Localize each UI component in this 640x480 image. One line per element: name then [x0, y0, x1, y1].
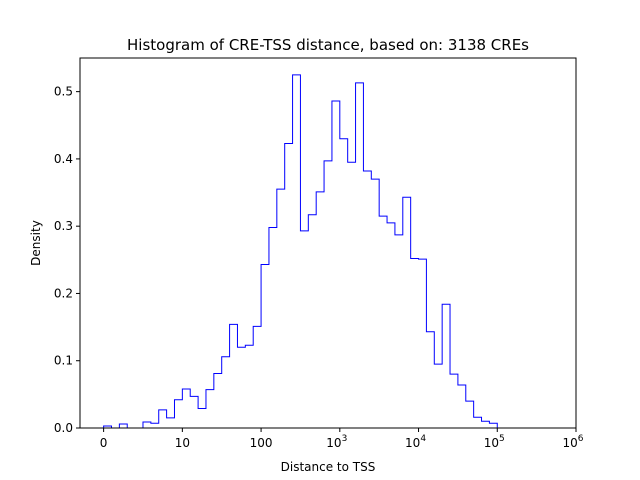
y-axis-label: Density [29, 220, 43, 266]
chart-title: Histogram of CRE-TSS distance, based on:… [127, 36, 529, 54]
x-tick-label: 0 [100, 436, 108, 450]
histogram-bin [466, 401, 474, 428]
x-tick-label: 106 [562, 434, 583, 450]
y-tick-label: 0.5 [54, 85, 73, 99]
histogram-bin [434, 364, 442, 428]
x-axis: 0 10 100 103 104 105 106 [100, 428, 584, 450]
histogram-bin [230, 324, 238, 428]
histogram-bin [269, 228, 277, 428]
histogram-bin [450, 374, 458, 428]
histogram-bin [143, 422, 151, 428]
y-tick-label: 0.1 [54, 354, 73, 368]
plot-frame [79, 57, 577, 429]
histogram-bin [261, 265, 269, 428]
x-tick-exponent: 5 [499, 434, 505, 444]
y-tick-label: 0.0 [54, 421, 73, 435]
histogram-bin [340, 139, 348, 428]
histogram-bin [403, 197, 411, 428]
histogram-bin [387, 223, 395, 428]
histogram-bin [237, 347, 245, 428]
histogram-bin [356, 83, 364, 428]
histogram-bin [482, 421, 490, 428]
histogram-bin [167, 418, 175, 428]
histogram-bin [308, 215, 316, 428]
histogram-bin [395, 235, 403, 428]
x-tick-label: 104 [405, 434, 426, 450]
histogram-bin [253, 326, 261, 428]
histogram-bin [293, 75, 301, 428]
histogram-bin [285, 143, 293, 428]
x-tick-label: 103 [326, 434, 347, 450]
histogram-bin [151, 423, 159, 428]
histogram-bin [206, 390, 214, 428]
histogram-bin [474, 417, 482, 428]
histogram-bin [159, 410, 167, 428]
histogram-bin [442, 304, 450, 428]
y-tick-label: 0.2 [54, 286, 73, 300]
histogram-bin [379, 216, 387, 428]
x-tick-label: 100 [250, 436, 273, 450]
histogram-bin [222, 357, 230, 428]
histogram-bin [419, 259, 427, 428]
histogram-bin [332, 101, 340, 428]
histogram-bin [245, 345, 253, 428]
histogram-bin [174, 400, 182, 428]
histogram-bin [371, 179, 379, 428]
histogram-bin [411, 258, 419, 428]
y-tick-label: 0.3 [54, 219, 73, 233]
histogram-bin [363, 171, 371, 428]
histogram-bin [458, 385, 466, 428]
x-tick-label: 10 [175, 436, 190, 450]
histogram-bin [119, 424, 127, 428]
histogram-bin [214, 374, 222, 428]
histogram-bin [316, 192, 324, 428]
y-tick-label: 0.4 [54, 152, 73, 166]
x-axis-label: Distance to TSS [281, 460, 376, 474]
histogram-bin [324, 161, 332, 428]
histogram-bin [426, 332, 434, 428]
histogram-bin [489, 423, 497, 428]
histogram-bin [277, 189, 285, 428]
x-tick-exponent: 6 [578, 434, 584, 444]
histogram-step-line [103, 74, 498, 429]
histogram-bin [190, 396, 198, 428]
histogram-bin [182, 389, 190, 428]
x-tick-exponent: 3 [342, 434, 348, 444]
histogram-bin [300, 231, 308, 428]
y-axis: 0.0 0.1 0.2 0.3 0.4 0.5 [54, 85, 80, 435]
x-tick-exponent: 4 [420, 434, 426, 444]
x-tick-label: 105 [484, 434, 505, 450]
histogram-bin [198, 408, 206, 428]
histogram-bin [348, 162, 356, 428]
